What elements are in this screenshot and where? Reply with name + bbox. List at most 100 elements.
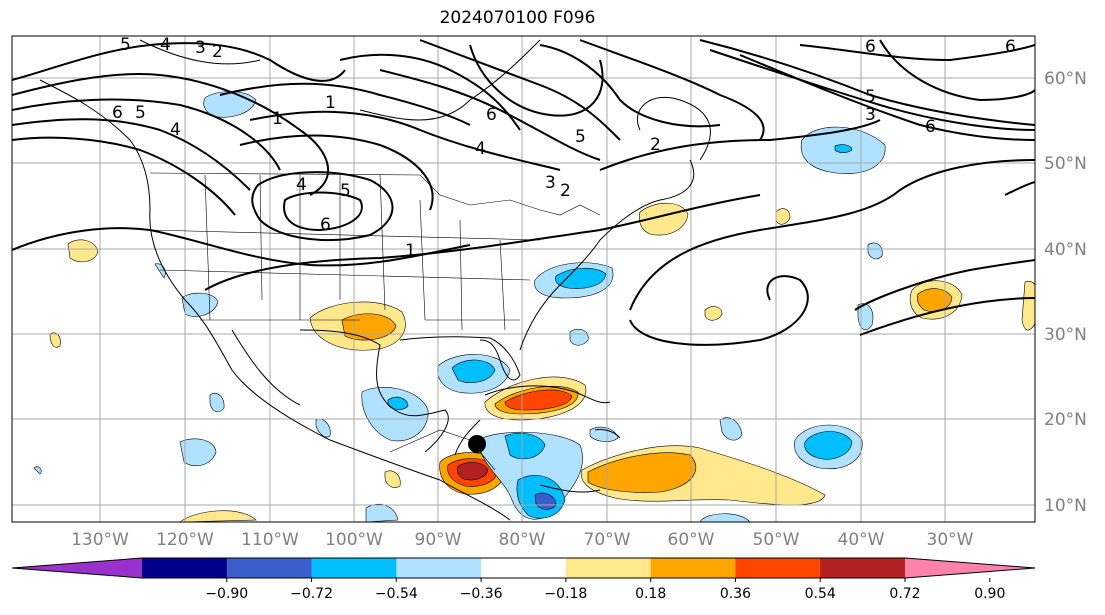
lon-label: 130°W (71, 530, 129, 550)
political-borders (149, 172, 601, 471)
contour-label: 6 (865, 37, 876, 57)
colorbar-segment (565, 558, 652, 578)
anomaly-negative-small7 (209, 392, 225, 413)
contour-label: 4 (296, 175, 307, 195)
anomaly-positive-small3 (384, 470, 401, 488)
lat-label: 60°N (1044, 69, 1087, 89)
anomaly-positive-small5 (49, 332, 61, 348)
map-title: 2024070100 F096 (439, 8, 596, 28)
anomaly-negative-small1 (719, 417, 743, 441)
colorbar-tick-label: −0.18 (544, 586, 587, 602)
longitude-labels: 130°W 120°W 110°W 100°W 90°W 80°W 70°W 6… (71, 530, 974, 550)
lon-label: 110°W (241, 530, 299, 550)
contour-label: 6 (112, 103, 123, 123)
contour-label: 6 (486, 105, 497, 125)
colorbar-tick-label: 0.36 (720, 586, 751, 602)
anomaly-positive-pacific (67, 239, 99, 263)
anomaly-negative-wcarib-core (504, 433, 546, 460)
anomaly-positive-east (1021, 280, 1035, 331)
map-area: 5 4 3 2 6 5 4 1 6 5 4 3 2 1 4 5 6 1 6 6 … (12, 35, 1035, 522)
lon-label: 50°W (753, 530, 800, 550)
lat-label: 40°N (1044, 240, 1087, 260)
contour-label: 5 (575, 127, 586, 147)
colorbar-tick-label: 0.90 (974, 586, 1005, 602)
anomaly-positive-small1 (704, 306, 723, 321)
colorbar-tick-label: −0.90 (205, 586, 248, 602)
contour-label: 2 (560, 181, 571, 201)
anomaly-positive-small4 (179, 510, 257, 522)
anomaly-negative-mid-atl-core (804, 431, 853, 460)
contour-label: 5 (340, 181, 351, 201)
anomaly-positive-nova (639, 202, 689, 236)
colorbar-segment (650, 558, 736, 578)
anomaly-positive-honduras-max (456, 462, 489, 481)
gridlines (12, 36, 1035, 522)
anomaly-negative-nc-core (555, 267, 607, 289)
anomaly-negative-small9 (33, 466, 42, 475)
colorbar-tick-label: −0.72 (290, 586, 333, 602)
anomaly-negative-yucatan (361, 387, 429, 442)
colorbar-extend-max (905, 558, 1035, 578)
lon-label: 100°W (325, 530, 383, 550)
colorbar-extend-min (12, 558, 142, 578)
contour-label: 5 (135, 103, 146, 123)
contour-label: 4 (160, 35, 171, 55)
contour-label: 1 (272, 109, 283, 129)
contour-label: 5 (120, 35, 131, 55)
contour-label: 3 (545, 173, 556, 193)
contour-label: 1 (405, 241, 416, 261)
colorbar-tick-label: 0.54 (805, 586, 836, 602)
lon-label: 120°W (156, 530, 214, 550)
colorbar-segment (735, 558, 821, 578)
lon-label: 80°W (499, 530, 546, 550)
anomaly-negative-small8 (315, 418, 331, 438)
anomaly-negative-mexico (179, 438, 217, 467)
lat-label: 10°N (1044, 496, 1087, 516)
lon-label: 70°W (584, 530, 631, 550)
anomaly-negative-small5 (365, 504, 399, 522)
contour-labels: 5 4 3 2 6 5 4 1 6 5 4 3 2 1 4 5 6 1 6 6 … (112, 35, 1016, 261)
colorbar-labels: −0.90 −0.72 −0.54 −0.36 −0.18 0.18 0.36 0.54 0.7… (205, 578, 1005, 602)
colorbar (11, 557, 1036, 579)
storm-center-marker (468, 435, 486, 453)
colorbar-tick-label: 0.18 (635, 586, 666, 602)
colorbar-segment (142, 558, 228, 578)
lon-label: 30°W (927, 530, 974, 550)
colorbar-segment (226, 558, 313, 578)
anomaly-negative-gulf-core (451, 359, 496, 383)
anomaly-positive-gulf-core (341, 313, 397, 341)
contour-label: 6 (925, 117, 936, 137)
contour-label: 3 (195, 38, 206, 58)
colorbar-tick-label: 0.72 (889, 586, 920, 602)
coastlines (39, 39, 711, 521)
colorbar-tick-label: −0.54 (375, 586, 418, 602)
lat-label: 30°N (1044, 325, 1087, 345)
lon-label: 90°W (415, 530, 462, 550)
contour-label: 3 (865, 105, 876, 125)
anomaly-negative-small2 (867, 242, 883, 260)
map-frame (11, 35, 1036, 523)
contour-label: 2 (212, 42, 223, 62)
colorbar-tick-label: −0.36 (460, 586, 503, 602)
anomaly-negative-small11 (589, 426, 619, 442)
contour-label: 4 (170, 120, 181, 140)
contour-label: 6 (320, 215, 331, 235)
latitude-labels: 60°N 50°N 40°N 30°N 20°N 10°N (1044, 69, 1087, 516)
contour-label: 4 (475, 139, 486, 159)
anomaly-positive-small2 (775, 208, 791, 225)
colorbar-segment (481, 558, 567, 578)
colorbar-segment (820, 558, 906, 578)
height-contours (12, 39, 1035, 346)
contour-label: 5 (865, 87, 876, 107)
colorbar-outline (11, 557, 1036, 579)
colorbar-segment (311, 558, 397, 578)
anomaly-negative-small4 (569, 328, 589, 346)
contour-label: 6 (1005, 37, 1016, 57)
colorbar-segment (396, 558, 482, 578)
contour-label: 1 (325, 93, 336, 113)
lat-label: 50°N (1044, 154, 1087, 174)
lat-label: 20°N (1044, 410, 1087, 430)
lon-label: 60°W (668, 530, 715, 550)
contour-label: 2 (650, 135, 661, 155)
